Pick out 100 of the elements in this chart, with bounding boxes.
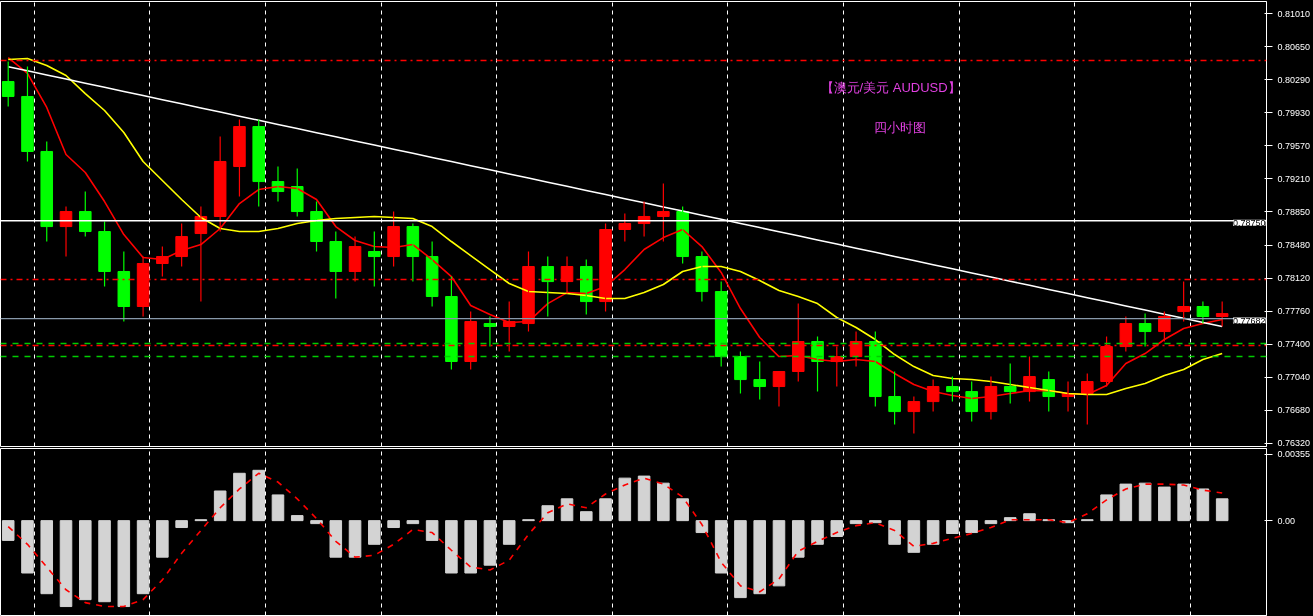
- y-tick-label: 0.77760: [1277, 306, 1311, 317]
- y-tick-label: 0.81010: [1277, 8, 1311, 19]
- candlestick: [329, 230, 343, 300]
- bar: [502, 520, 516, 545]
- bar: [1023, 513, 1036, 522]
- bar: [329, 520, 343, 558]
- bar: [618, 477, 632, 522]
- candlestick: [714, 280, 728, 368]
- bar: [772, 520, 786, 587]
- candlestick: [117, 250, 131, 323]
- bar: [445, 520, 458, 574]
- bar: [117, 520, 131, 608]
- candlestick: [98, 220, 111, 288]
- bar: [811, 520, 824, 545]
- bar: [40, 520, 54, 595]
- bar: [541, 505, 555, 522]
- bar: [695, 520, 709, 534]
- bar: [637, 475, 651, 522]
- bar: [926, 520, 940, 545]
- bar: [175, 520, 188, 529]
- bar: [907, 520, 921, 553]
- bar: [1138, 482, 1152, 522]
- bar: [252, 469, 265, 522]
- y-tick-label: 0.80650: [1277, 41, 1311, 52]
- candlestick: [310, 200, 323, 253]
- y-tick-label: 0.00: [1277, 515, 1296, 526]
- y-tick-label: 0.00355: [1277, 449, 1311, 460]
- bar: [1215, 498, 1229, 522]
- bar: [310, 520, 323, 525]
- bar: [156, 520, 169, 558]
- candlestick: [213, 135, 227, 233]
- bar: [599, 498, 612, 522]
- text: 四小时图: [873, 119, 926, 135]
- candlestick: [445, 275, 458, 371]
- bar: [753, 520, 766, 595]
- bar: [984, 520, 998, 525]
- candlestick: [1003, 362, 1017, 405]
- bar: [387, 520, 400, 529]
- bar: [464, 520, 477, 574]
- bar: [580, 511, 593, 522]
- bar: [1119, 483, 1133, 522]
- y-tick-label: 0.78850: [1277, 206, 1311, 217]
- bar: [98, 520, 111, 603]
- candlestick: [40, 140, 54, 243]
- y-tick-label: 0.77040: [1277, 372, 1311, 383]
- candlestick: [734, 350, 747, 395]
- candlestick: [1177, 280, 1190, 323]
- bar: [348, 520, 362, 558]
- y-tick-label: 0.79210: [1277, 173, 1311, 184]
- bar: [290, 515, 304, 522]
- candlestick: [541, 255, 555, 318]
- bar: [791, 520, 805, 558]
- candlestick: [618, 212, 632, 243]
- bar: [1100, 494, 1113, 522]
- candlestick: [21, 65, 34, 163]
- candlestick: [79, 190, 92, 238]
- bar: [965, 520, 978, 534]
- bar: [406, 520, 420, 525]
- bar: [734, 520, 747, 599]
- y-tick-label: 0.80290: [1277, 74, 1311, 85]
- bar: [849, 520, 863, 525]
- bar: [676, 498, 689, 522]
- candlestick: [1, 60, 15, 108]
- bar: [483, 520, 497, 566]
- bar: [1196, 488, 1210, 522]
- bar: [1, 520, 15, 541]
- ref-line-label: 0.77682: [1232, 315, 1266, 326]
- candlestick: [368, 230, 381, 288]
- y-tick-label: 0.78120: [1277, 273, 1311, 284]
- y-tick-label: 0.76320: [1277, 438, 1311, 449]
- candlestick: [387, 210, 400, 268]
- y-tick-label: 0.76680: [1277, 405, 1311, 416]
- bar: [1158, 486, 1171, 522]
- ref-line-label: 0.78750: [1232, 217, 1266, 228]
- candlestick: [252, 118, 265, 208]
- y-tick-label: 0.77400: [1277, 339, 1311, 350]
- candlestick: [946, 375, 959, 403]
- bar: [1177, 483, 1190, 522]
- candlestick: [753, 360, 766, 401]
- y-tick-label: 0.79930: [1277, 107, 1311, 118]
- line-series: [7, 472, 1223, 608]
- bar: [560, 498, 574, 522]
- y-tick-label: 0.79570: [1277, 140, 1311, 151]
- candlestick: [657, 182, 670, 243]
- y-tick-label: 0.78480: [1277, 240, 1311, 251]
- bar: [368, 520, 381, 545]
- bar: [213, 490, 227, 522]
- bar: [233, 472, 246, 522]
- bar: [657, 482, 670, 522]
- candlestick: [888, 370, 901, 426]
- bar: [21, 520, 34, 574]
- bar: [59, 520, 73, 608]
- candlestick: [1158, 310, 1171, 343]
- bar: [714, 520, 728, 574]
- bar: [869, 520, 882, 524]
- bar: [888, 520, 901, 545]
- bar: [79, 520, 92, 601]
- bar: [425, 520, 439, 541]
- bar: [830, 520, 844, 537]
- bar: [136, 520, 150, 595]
